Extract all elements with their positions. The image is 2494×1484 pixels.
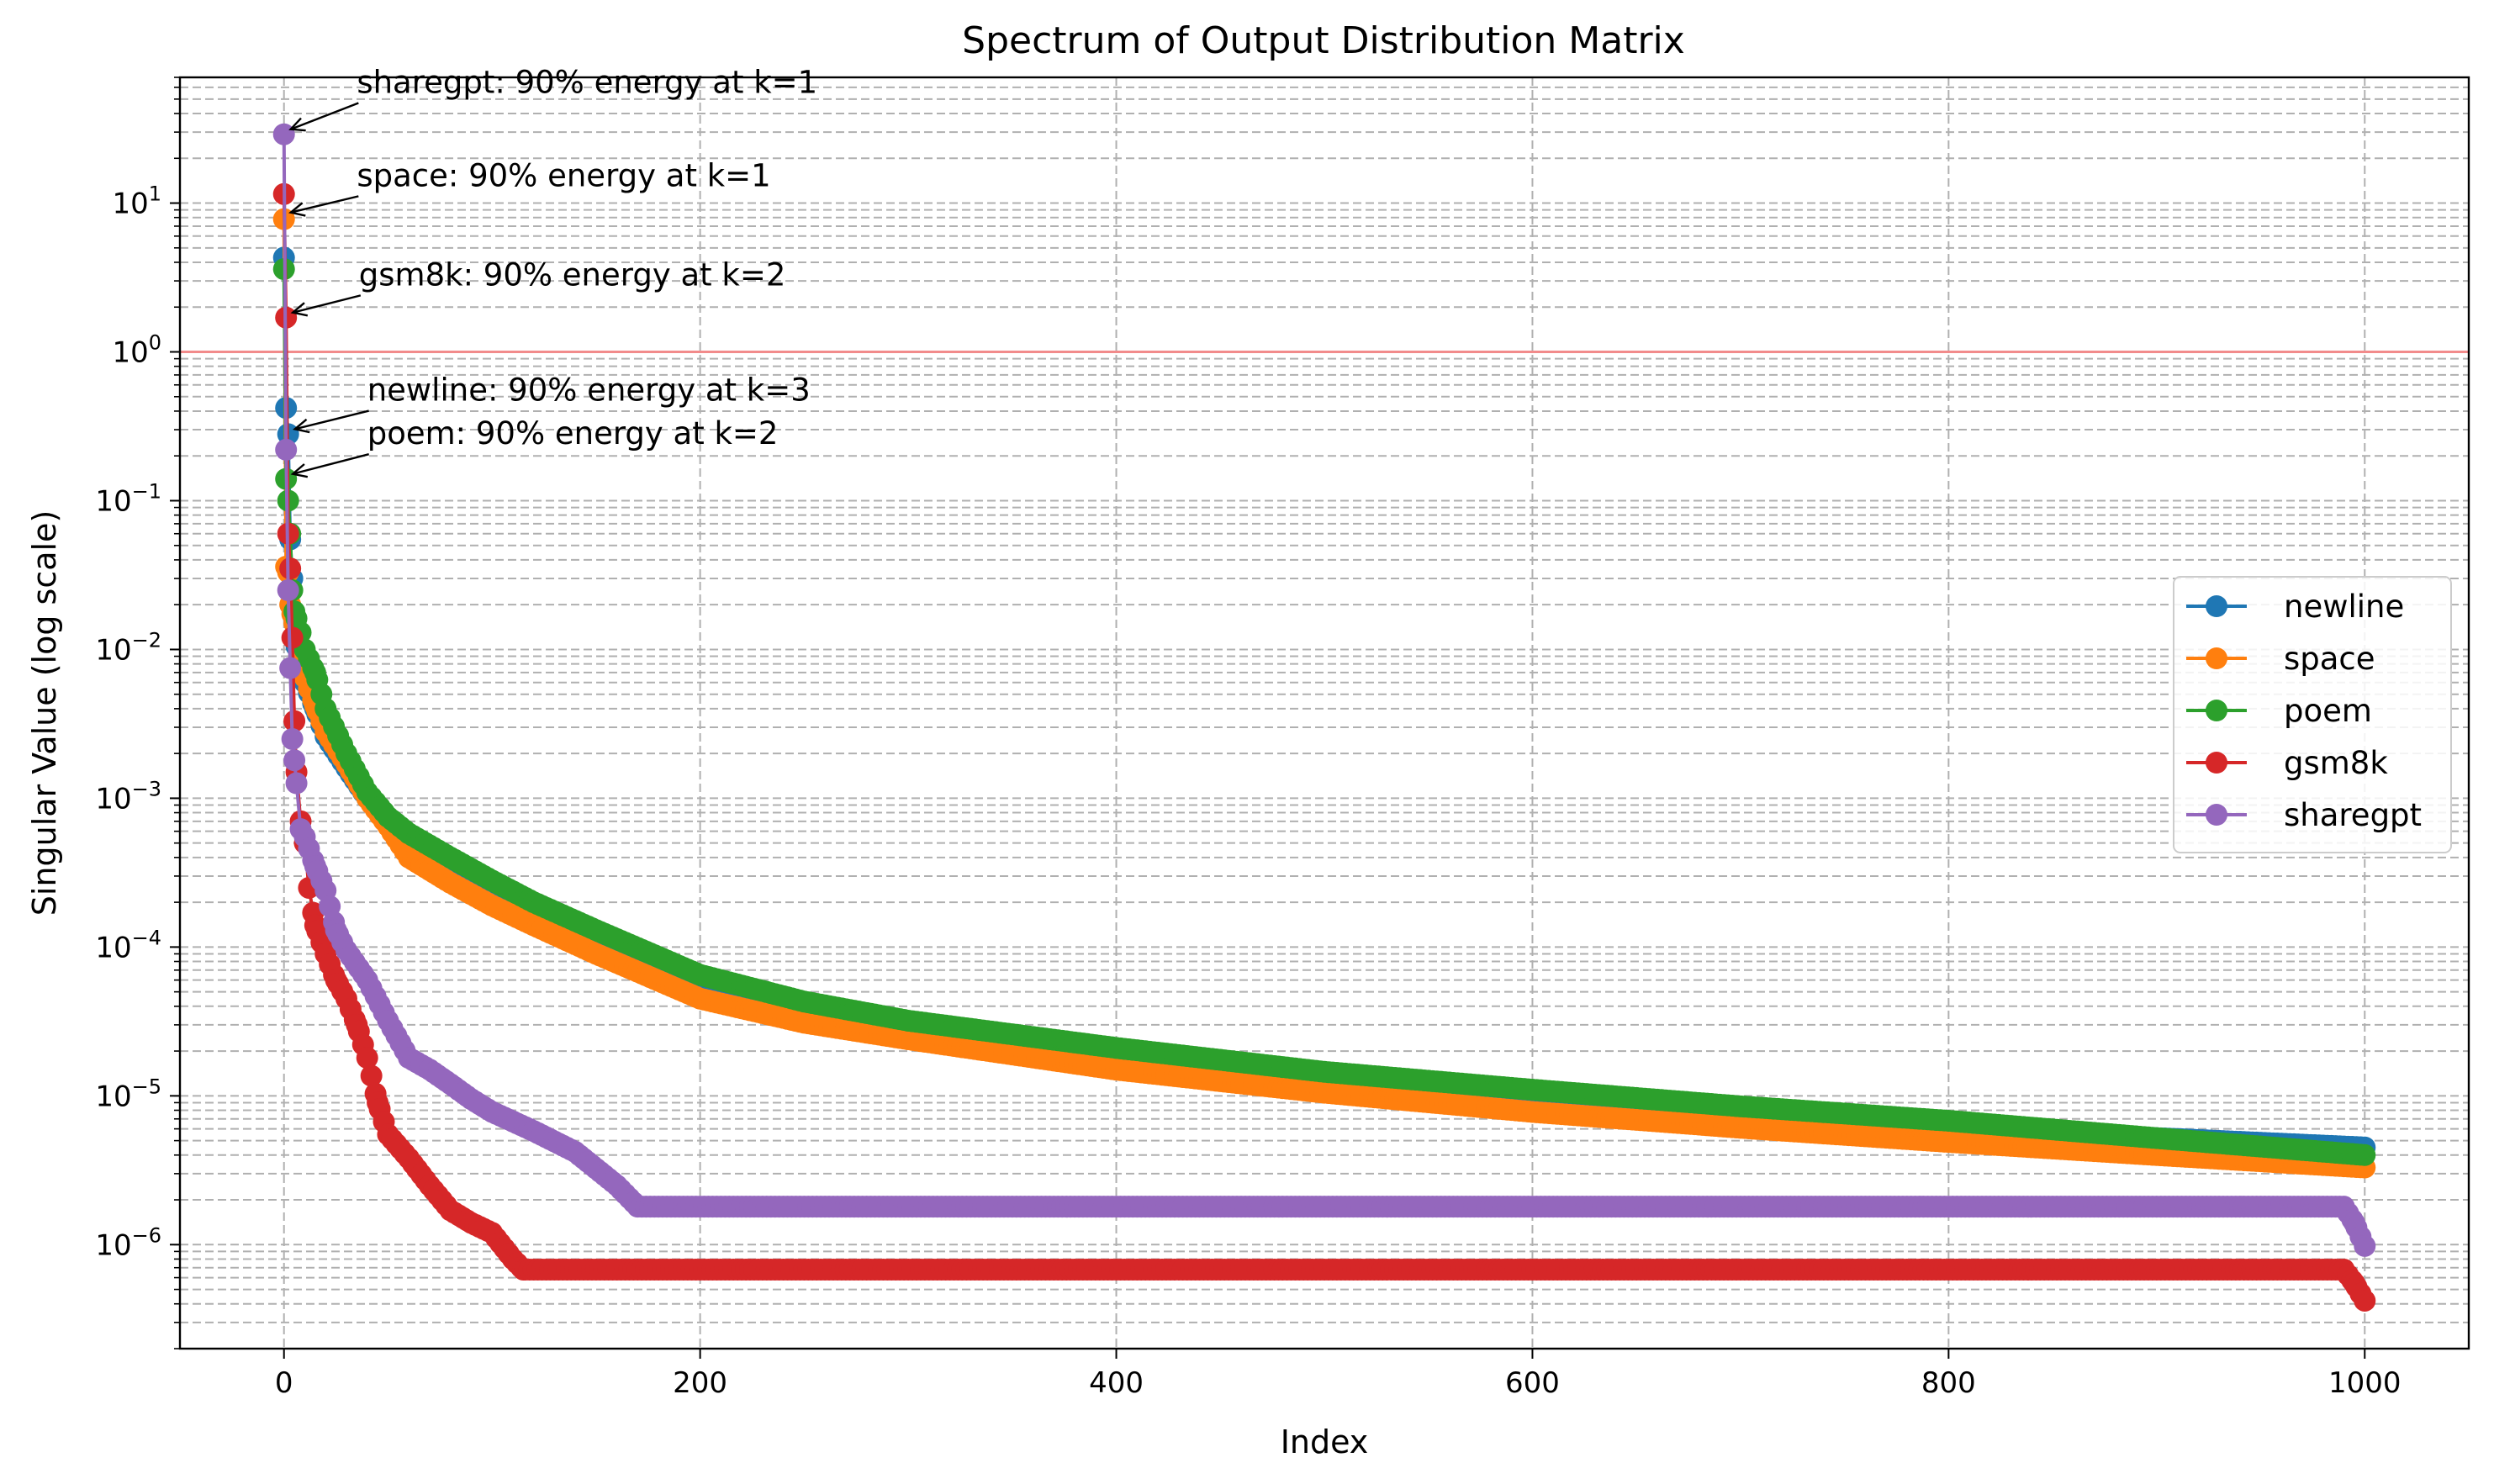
point-sharegpt: [2354, 1234, 2376, 1257]
x-tick-label: 400: [1089, 1366, 1144, 1400]
annotation-text: gsm8k: 90% energy at k=2: [359, 256, 786, 293]
x-tick-label: 200: [673, 1366, 727, 1400]
axis-ticks: 0 200 400 600 800 1000 10−6 10−5 10−4 10−3 10−2 10−…: [95, 77, 2402, 1400]
y-tick-label: 101: [112, 182, 161, 221]
series-gsm8k: [272, 182, 2376, 1312]
chart-title: Spectrum of Output Distribution Matrix: [962, 19, 1685, 62]
annotation-arrow: [290, 102, 359, 130]
point-sharegpt: [283, 749, 306, 772]
x-tick-label: 0: [275, 1366, 293, 1400]
y-tick-label: 10−1: [95, 479, 161, 518]
annotation-text: space: 90% energy at k=1: [357, 157, 770, 193]
point-gsm8k: [2354, 1289, 2376, 1312]
annotation-arrow: [292, 294, 362, 314]
x-tick-label: 800: [1921, 1366, 1976, 1400]
y-tick-label: 10−5: [95, 1075, 161, 1113]
annotation-arrow: [294, 409, 369, 430]
legend-label-sharegpt: sharegpt: [2284, 797, 2422, 833]
legend-marker-space: [2206, 647, 2227, 669]
legend-label-newline: newline: [2284, 589, 2404, 625]
x-axis-label: Index: [1281, 1423, 1369, 1460]
annotation-arrowhead: [290, 463, 309, 478]
y-axis-label: Singular Value (log scale): [26, 510, 63, 916]
annotation-text: newline: 90% energy at k=3: [367, 372, 811, 409]
point-gsm8k: [283, 710, 306, 732]
point-sharegpt: [279, 657, 302, 679]
annotation-arrow: [290, 195, 359, 214]
legend: newline space poem gsm8k sharegpt: [2173, 576, 2452, 853]
annotation-arrow: [292, 453, 370, 475]
point-gsm8k: [281, 626, 304, 649]
annotation-arrowhead: [288, 117, 306, 132]
point-sharegpt: [272, 123, 295, 145]
series-layer: [272, 123, 2376, 1312]
point-gsm8k: [356, 1047, 378, 1069]
x-tick-label: 600: [1505, 1366, 1560, 1400]
series-space: [272, 208, 2376, 1179]
annotation-arrowhead: [292, 418, 310, 434]
annotation-arrowhead: [288, 202, 306, 217]
point-sharegpt: [275, 438, 298, 461]
legend-label-poem: poem: [2284, 693, 2372, 729]
annotation-text: poem: 90% energy at k=2: [367, 415, 779, 452]
point-gsm8k: [360, 1064, 383, 1087]
y-tick-label: 10−6: [95, 1223, 161, 1262]
plot-area-frame: [178, 76, 2470, 1350]
series-poem: [272, 258, 2376, 1166]
point-sharegpt: [277, 579, 299, 602]
annotation-text: sharegpt: 90% energy at k=1: [357, 65, 817, 101]
annotation-arrowhead: [290, 302, 309, 317]
legend-marker-gsm8k: [2206, 752, 2227, 774]
y-tick-label: 10−4: [95, 926, 161, 964]
point-sharegpt: [285, 772, 308, 795]
legend-marker-sharegpt: [2206, 804, 2227, 826]
point-poem: [2354, 1143, 2376, 1166]
point-sharegpt: [281, 727, 304, 750]
legend-label-gsm8k: gsm8k: [2284, 745, 2388, 781]
y-tick-label: 10−2: [95, 628, 161, 667]
legend-marker-poem: [2206, 700, 2227, 721]
legend-marker-newline: [2206, 595, 2227, 617]
series-sharegpt: [272, 123, 2376, 1257]
x-tick-label: 1000: [2328, 1366, 2402, 1400]
point-gsm8k: [279, 557, 302, 580]
y-tick-label: 10−3: [95, 777, 161, 816]
y-tick-label: 100: [112, 331, 161, 370]
annotations: sharegpt: 90% energy at k=1 space: 90% en…: [288, 65, 817, 478]
legend-box: [2173, 576, 2452, 853]
legend-label-space: space: [2284, 641, 2375, 677]
